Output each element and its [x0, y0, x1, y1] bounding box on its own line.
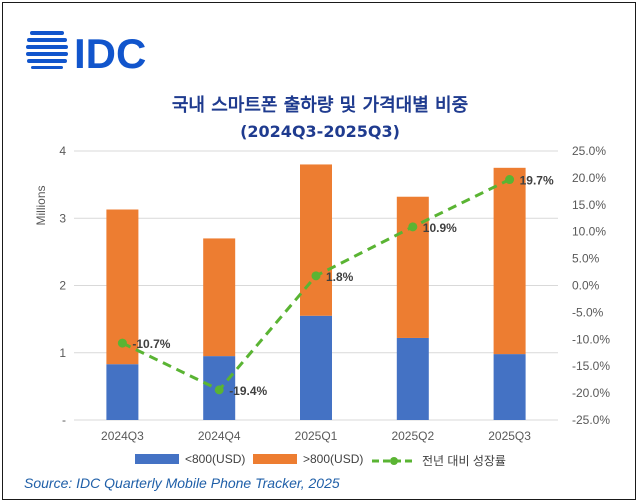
legend-item-low: <800(USD)	[135, 452, 245, 466]
y2-tick-label: 0.0%	[572, 279, 600, 293]
growth-label: -19.4%	[229, 384, 267, 398]
legend-swatch-high	[253, 454, 297, 464]
y2-tick-label: -15.0%	[572, 359, 610, 373]
growth-point	[117, 338, 127, 348]
legend-label-growth: 전년 대비 성장률	[422, 454, 506, 468]
bar-high	[300, 164, 332, 316]
legend: <800(USD) >800(USD) 전년 대비 성장률	[0, 452, 640, 472]
legend-line-growth	[372, 456, 416, 465]
y2-tick-label: -10.0%	[572, 332, 610, 346]
bar-high	[396, 196, 429, 338]
y2-tick-label: -5.0%	[572, 305, 604, 319]
growth-label: 10.9%	[423, 221, 457, 235]
x-tick-label: 2024Q3	[101, 429, 144, 443]
y-tick-label: 4	[59, 144, 66, 158]
bar-high	[106, 209, 139, 365]
bar-high	[203, 238, 236, 357]
y2-tick-label: -20.0%	[572, 386, 610, 400]
legend-swatch-low	[135, 454, 179, 464]
y2-tick-label: 5.0%	[572, 252, 600, 266]
y-tick-label: -	[62, 413, 66, 427]
x-tick-label: 2025Q3	[488, 429, 531, 443]
y2-tick-label: 25.0%	[572, 144, 606, 158]
growth-label: -10.7%	[132, 337, 170, 351]
growth-label: 1.8%	[326, 270, 354, 284]
bar-low	[300, 315, 332, 420]
idc-logo: IDC	[26, 29, 146, 77]
y2-tick-label: 15.0%	[572, 198, 606, 212]
bar-low	[396, 337, 429, 420]
chart-subtitle: (2024Q3-2025Q3)	[240, 122, 400, 141]
bar-high	[493, 167, 526, 355]
growth-point	[408, 222, 418, 232]
growth-point	[311, 271, 321, 281]
legend-label-high: >800(USD)	[303, 452, 364, 466]
y2-tick-label: -25.0%	[572, 413, 610, 427]
y-tick-label: 3	[59, 211, 66, 225]
logo-text: IDC	[74, 30, 146, 77]
growth-label: 19.7%	[520, 174, 554, 188]
y-axis-title: Millions	[34, 185, 48, 225]
x-tick-label: 2025Q2	[391, 429, 434, 443]
legend-item-growth: 전년 대비 성장률	[372, 452, 506, 469]
legend-label-low: <800(USD)	[185, 452, 246, 466]
source-note: Source: IDC Quarterly Mobile Phone Track…	[24, 475, 340, 491]
legend-item-high: >800(USD)	[253, 452, 363, 466]
growth-point	[214, 385, 224, 395]
globe-icon	[26, 29, 68, 69]
y2-tick-label: 10.0%	[572, 225, 606, 239]
bar-low	[493, 354, 526, 420]
bar-low	[106, 364, 139, 420]
y-tick-label: 1	[59, 346, 66, 360]
x-tick-label: 2024Q4	[198, 429, 241, 443]
y2-tick-label: 20.0%	[572, 171, 606, 185]
y-tick-label: 2	[59, 279, 66, 293]
x-tick-label: 2025Q1	[295, 429, 338, 443]
growth-point	[505, 175, 515, 185]
chart-title: 국내 스마트폰 출하량 및 가격대별 비중	[171, 95, 469, 116]
